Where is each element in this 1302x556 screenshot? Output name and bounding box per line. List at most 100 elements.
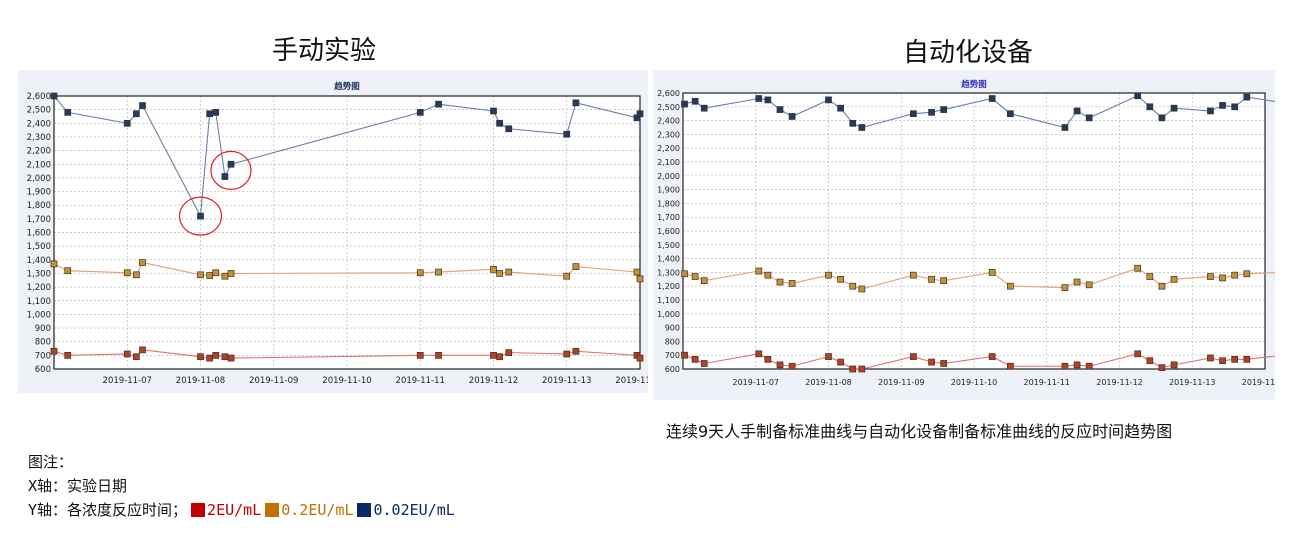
data-point-mid bbox=[633, 268, 641, 276]
data-point-low bbox=[416, 352, 424, 359]
y-tick-label: 900 bbox=[665, 324, 680, 333]
y-tick-label: 1,900 bbox=[657, 186, 680, 195]
data-point-high bbox=[1170, 104, 1178, 112]
manual-experiment-heading: 手动实验 bbox=[272, 36, 377, 66]
data-point-low bbox=[206, 354, 214, 362]
data-point-low bbox=[910, 353, 917, 360]
data-point-low bbox=[636, 354, 644, 362]
y-tick-label: 2,000 bbox=[27, 174, 51, 184]
data-point-high bbox=[928, 108, 935, 116]
data-point-high bbox=[221, 173, 229, 180]
data-point-mid bbox=[563, 272, 571, 280]
y-tick-label: 700 bbox=[665, 351, 680, 360]
data-point-high bbox=[1134, 92, 1142, 100]
data-point-high bbox=[1231, 103, 1239, 111]
data-point-mid bbox=[681, 270, 688, 278]
automated-trend-chart: 趋势图 600 700 800 900 1,000 1,100 1,200 1,300 1,400… bbox=[657, 79, 1302, 387]
data-point-low bbox=[691, 355, 699, 363]
data-point-mid bbox=[435, 268, 442, 276]
data-point-high bbox=[227, 160, 235, 168]
y-tick-label: 1,500 bbox=[657, 241, 680, 250]
data-point-high bbox=[435, 100, 442, 108]
data-point-high bbox=[988, 95, 996, 102]
data-point-mid bbox=[572, 263, 580, 270]
y-tick-label: 1,200 bbox=[657, 282, 680, 291]
data-point-mid bbox=[221, 272, 229, 280]
legend-swatch-0-2eu bbox=[265, 503, 280, 517]
data-point-high bbox=[1158, 114, 1166, 122]
data-point-mid bbox=[837, 275, 844, 283]
highlight-circle bbox=[178, 196, 223, 236]
y-tick-label: 800 bbox=[35, 338, 51, 348]
data-point-high bbox=[1073, 107, 1081, 115]
x-tick-label: 2019-11-14 bbox=[1242, 378, 1275, 387]
legend-y-axis: Y轴：各浓度反应时间； 2EU/mL 0.2EU/mL 0.02EU/mL bbox=[28, 498, 455, 522]
figure-caption: 连续9天人手制备标准曲线与自动化设备制备标准曲线的反应时间趋势图 bbox=[666, 422, 1173, 441]
data-point-low bbox=[496, 353, 503, 361]
data-point-high bbox=[700, 104, 708, 112]
data-point-low bbox=[139, 346, 146, 354]
data-point-mid bbox=[1146, 273, 1154, 280]
data-point-high bbox=[64, 109, 72, 116]
data-point-mid bbox=[133, 271, 140, 279]
data-point-low bbox=[1061, 362, 1069, 370]
y-tick-label: 2,400 bbox=[27, 119, 51, 129]
data-point-mid bbox=[1061, 284, 1069, 291]
y-tick-label: 2,600 bbox=[657, 89, 680, 98]
data-point-high bbox=[776, 106, 784, 113]
x-tick-label: 2019-11-09 bbox=[249, 376, 298, 386]
data-point-mid bbox=[755, 267, 763, 275]
y-tick-label: 2,500 bbox=[657, 103, 680, 112]
data-point-low bbox=[988, 353, 996, 360]
y-tick-label: 2,200 bbox=[657, 144, 680, 153]
data-point-mid bbox=[139, 259, 146, 266]
data-point-high bbox=[139, 102, 146, 109]
y-tick-label: 1,400 bbox=[657, 255, 680, 264]
data-point-mid bbox=[212, 269, 220, 277]
x-tick-label: 2019-11-12 bbox=[469, 376, 518, 386]
data-point-low bbox=[788, 362, 796, 370]
y-tick-label: 2,100 bbox=[27, 160, 51, 170]
data-point-high bbox=[849, 120, 857, 127]
data-point-low bbox=[197, 353, 204, 361]
data-point-mid bbox=[227, 270, 235, 277]
data-point-low bbox=[1007, 362, 1014, 370]
data-point-high bbox=[940, 106, 948, 113]
x-tick-label: 2019-11-13 bbox=[1169, 378, 1216, 387]
y-tick-label: 1,900 bbox=[27, 188, 51, 198]
data-point-low bbox=[227, 354, 235, 362]
data-point-mid bbox=[64, 267, 72, 275]
data-point-mid bbox=[910, 271, 917, 279]
x-tick-label: 2019-11-07 bbox=[733, 378, 780, 387]
data-point-mid bbox=[1243, 270, 1251, 278]
data-point-low bbox=[700, 360, 708, 367]
y-tick-label: 1,800 bbox=[657, 199, 680, 208]
automated-chart-panel: 趋势图 600 700 800 900 1,000 1,100 1,200 1,300 1,400… bbox=[653, 70, 1302, 400]
x-tick-label: 2019-11-07 bbox=[103, 376, 152, 386]
y-tick-label: 800 bbox=[665, 337, 680, 346]
y-tick-label: 2,600 bbox=[27, 92, 51, 102]
y-tick-label: 1,200 bbox=[27, 283, 51, 293]
data-point-high bbox=[1061, 124, 1069, 131]
automated-device-heading: 自动化设备 bbox=[903, 38, 1034, 68]
data-point-mid bbox=[416, 269, 424, 277]
data-point-mid bbox=[691, 273, 699, 280]
data-point-low bbox=[123, 350, 131, 358]
y-tick-label: 600 bbox=[665, 365, 680, 374]
y-tick-label: 2,500 bbox=[27, 106, 51, 116]
data-point-low bbox=[1085, 362, 1093, 370]
data-point-high bbox=[490, 107, 497, 115]
data-point-high bbox=[788, 113, 796, 120]
data-point-mid bbox=[197, 271, 204, 279]
data-point-mid bbox=[123, 269, 131, 277]
data-point-high bbox=[1085, 114, 1093, 122]
x-tick-label: 2019-11-11 bbox=[1024, 378, 1071, 387]
data-point-low bbox=[1158, 364, 1166, 371]
data-point-low bbox=[1073, 361, 1081, 369]
x-tick-label: 2019-11-13 bbox=[542, 376, 591, 386]
data-point-mid bbox=[496, 270, 503, 277]
y-tick-label: 1,000 bbox=[657, 310, 680, 319]
data-point-low bbox=[563, 350, 571, 358]
y-tick-label: 1,700 bbox=[657, 213, 680, 222]
data-point-low bbox=[1134, 350, 1142, 358]
